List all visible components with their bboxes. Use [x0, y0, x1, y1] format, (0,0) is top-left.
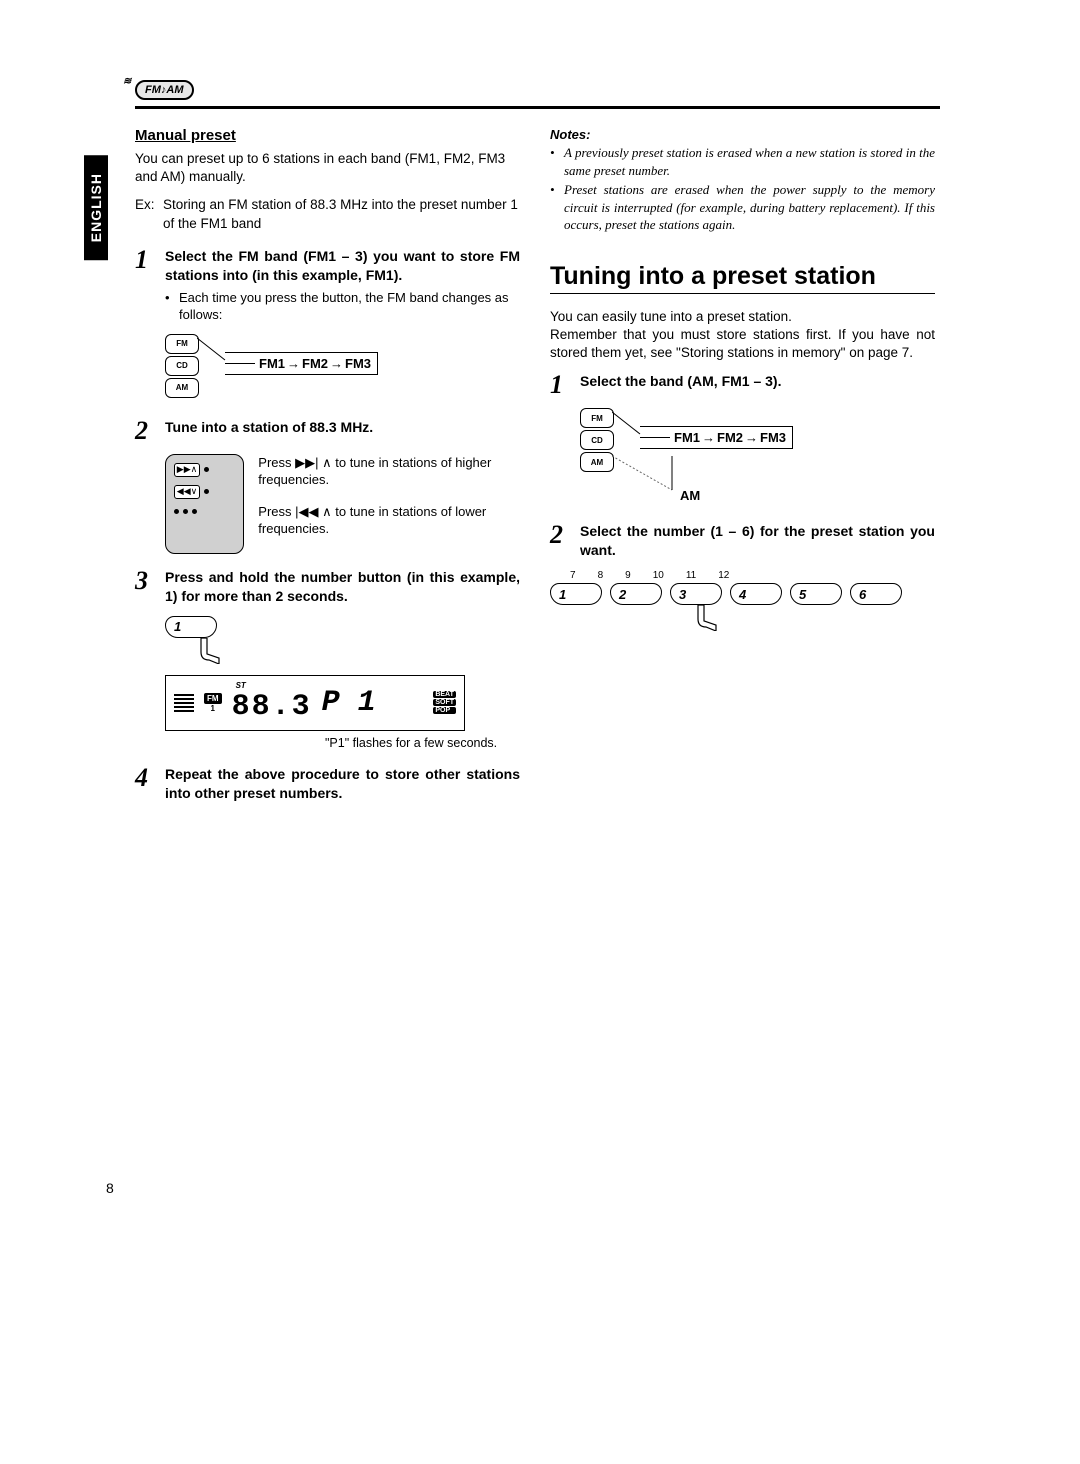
am-button: AM	[165, 378, 199, 398]
cycle-fm1: FM1	[674, 430, 717, 445]
lcd-fm-badge: FM	[204, 693, 222, 704]
level-bars-icon	[174, 694, 194, 712]
step-1-title: Select the FM band (FM1 – 3) you want to…	[165, 247, 520, 285]
cycle-fm3: FM3	[345, 356, 371, 371]
seek-up-icon: ▶▶∧	[174, 463, 200, 477]
step-4-title: Repeat the above procedure to store othe…	[165, 765, 520, 803]
step-number: 3	[135, 568, 165, 606]
cd-button: CD	[165, 356, 199, 376]
am-label: AM	[680, 488, 700, 503]
tuning-intro-2: Remember that you must store stations fi…	[550, 326, 935, 362]
r-step-2: 2 Select the number (1 – 6) for the pres…	[550, 522, 935, 560]
cycle-fm3: FM3	[760, 430, 786, 445]
band-cycle-diagram: FM CD AM FM1 FM2 FM3	[165, 334, 520, 404]
step-2-title: Tune into a station of 88.3 MHz.	[165, 418, 520, 437]
step-number: 2	[550, 522, 580, 560]
lcd-fm-num: 1	[211, 704, 215, 713]
manual-preset-intro: You can preset up to 6 stations in each …	[135, 150, 520, 186]
r-step-2-title: Select the number (1 – 6) for the preset…	[580, 522, 935, 560]
badge-text: FM♪AM	[145, 84, 184, 96]
top-num: 10	[653, 570, 664, 581]
step-2: 2 Tune into a station of 88.3 MHz.	[135, 418, 520, 444]
seek-down-icon: ◀◀∨	[174, 485, 200, 499]
notes-list: •A previously preset station is erased w…	[550, 144, 935, 234]
step-3-title: Press and hold the number button (in thi…	[165, 568, 520, 606]
example-block: Ex: Storing an FM station of 88.3 MHz in…	[135, 196, 520, 232]
note-2: Preset stations are erased when the powe…	[564, 181, 935, 234]
cycle-fm2: FM2	[302, 356, 345, 371]
left-column: Manual preset You can preset up to 6 sta…	[135, 127, 520, 813]
finger-icon	[193, 638, 223, 664]
lcd-badge-pop: POP	[433, 707, 456, 714]
step-4: 4 Repeat the above procedure to store ot…	[135, 765, 520, 803]
r-step-1-title: Select the band (AM, FM1 – 3).	[580, 372, 935, 391]
heading-rule	[550, 293, 935, 294]
tuning-intro-1: You can easily tune into a preset statio…	[550, 308, 935, 326]
step-number: 4	[135, 765, 165, 803]
tuning-heading: Tuning into a preset station	[550, 262, 935, 291]
preset-button: 2	[610, 583, 662, 605]
preset-button: 6	[850, 583, 902, 605]
right-column: Notes: •A previously preset station is e…	[550, 127, 935, 813]
lcd-preset: P 1	[322, 686, 376, 720]
lcd-display: FM 1 ST 88.3 P 1 BEAT SOFT POP	[165, 675, 465, 731]
preset-button: 1	[550, 583, 602, 605]
preset-button: 5	[790, 583, 842, 605]
step-number: 1	[135, 247, 165, 324]
finger-icon	[690, 605, 720, 631]
preset-button-1: 1	[165, 616, 217, 638]
note-1: A previously preset station is erased wh…	[564, 144, 935, 179]
am-button: AM	[580, 452, 614, 472]
band-cycle-diagram-2: FM CD AM FM1 FM2 FM3 AM	[580, 408, 935, 508]
wave-icon: ≋	[123, 76, 131, 87]
top-num: 8	[598, 570, 604, 581]
header-badge: ≋ FM♪AM	[135, 80, 194, 100]
cycle-fm1: FM1	[259, 356, 302, 371]
header-rule	[135, 106, 940, 109]
lcd-badge-soft: SOFT	[433, 699, 456, 706]
lcd-badge-beat: BEAT	[433, 691, 456, 698]
step-3: 3 Press and hold the number button (in t…	[135, 568, 520, 606]
preset-button: 3	[670, 583, 722, 605]
top-num: 12	[718, 570, 729, 581]
step-1: 1 Select the FM band (FM1 – 3) you want …	[135, 247, 520, 324]
preset-1-figure: 1	[165, 616, 520, 667]
example-text: Storing an FM station of 88.3 MHz into t…	[163, 196, 520, 232]
step-1-sub: Each time you press the button, the FM b…	[179, 289, 520, 324]
fm-button: FM	[580, 408, 614, 428]
lcd-caption: "P1" flashes for a few seconds.	[325, 735, 520, 751]
lcd-frequency: 88.3	[232, 690, 312, 724]
tune-up-text: Press ▶▶| ∧ to tune in stations of highe…	[258, 454, 520, 489]
page-number: 8	[106, 1180, 114, 1196]
tune-diagram: ▶▶∧ ◀◀∨ Press ▶▶| ∧ to tune in stations …	[165, 454, 520, 554]
tune-down-text: Press |◀◀ ∧ to tune in stations of lower…	[258, 503, 520, 538]
fm-button: FM	[165, 334, 199, 354]
step-number: 1	[550, 372, 580, 398]
seek-panel: ▶▶∧ ◀◀∨	[165, 454, 244, 554]
top-num: 9	[625, 570, 631, 581]
step-number: 2	[135, 418, 165, 444]
top-num: 11	[686, 570, 696, 581]
preset-button: 4	[730, 583, 782, 605]
top-num: 7	[570, 570, 576, 581]
notes-heading: Notes:	[550, 127, 935, 142]
example-label: Ex:	[135, 196, 163, 232]
preset-buttons-figure: 7 8 9 10 11 12 1 2 3 4 5 6	[550, 570, 935, 634]
cd-button: CD	[580, 430, 614, 450]
r-step-1: 1 Select the band (AM, FM1 – 3).	[550, 372, 935, 398]
lcd-st: ST	[236, 681, 312, 690]
cycle-fm2: FM2	[717, 430, 760, 445]
bullet-icon: •	[165, 289, 179, 324]
manual-preset-heading: Manual preset	[135, 127, 520, 144]
page-content: ≋ FM♪AM Manual preset You can preset up …	[80, 80, 1000, 813]
